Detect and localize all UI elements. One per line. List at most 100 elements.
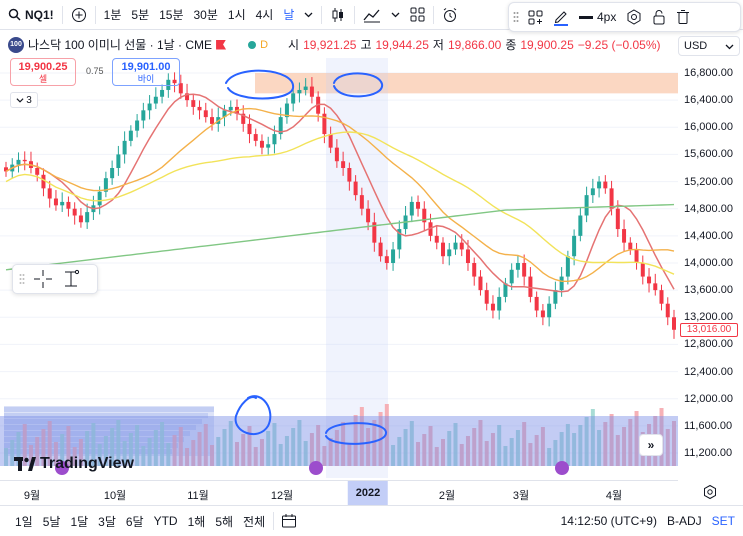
drag-handle[interactable] [509,2,523,32]
volume-bar [422,434,427,466]
range-1y[interactable]: 1해 [187,514,206,529]
scroll-to-realtime-button[interactable]: » [639,434,663,456]
sell-button[interactable]: 19,900.25 셀 [10,58,76,86]
interval-1d[interactable]: 날 [283,8,295,22]
volume-bar [41,429,46,466]
volume-bar [278,444,283,466]
badj-toggle[interactable]: B-ADJ [666,514,702,528]
candle-body [422,208,427,223]
line-color-button[interactable] [548,2,574,32]
range-all[interactable]: 전체 [243,514,266,529]
range-1d[interactable]: 1일 [15,514,33,529]
candle-body [572,235,577,257]
range-1m[interactable]: 1달 [70,514,89,529]
price-axis[interactable]: 16,800.00 16,400.00 16,000.00 15,600.00 15,2… [678,58,743,478]
sma-fast-line [5,93,675,293]
volume-bar [447,431,452,466]
candle-body [497,296,502,311]
candle-body [672,317,676,330]
buy-button[interactable]: 19,901.00 바이 [112,58,180,86]
flag-icon[interactable] [216,39,227,50]
volume-bar [166,443,171,466]
volume-bar [16,432,21,466]
indicators-dropdown[interactable] [386,0,405,30]
range-5y[interactable]: 5해 [215,514,234,529]
last-price-label: 13,016.00 [680,322,738,337]
indicators-collapse-button[interactable]: 3 [10,92,38,108]
volume-bar [366,428,371,466]
range-3m[interactable]: 3달 [98,514,116,529]
clock-time[interactable]: 14:12:50 (UTC+9) [560,514,657,528]
candle-body [391,249,396,263]
interval-1m[interactable]: 1분 [103,8,122,22]
symbol-search[interactable]: NQ1! [0,0,59,30]
alert-button[interactable] [437,0,463,30]
candle-body [16,159,21,165]
indicators-button[interactable] [358,0,386,30]
candle-body [122,140,127,155]
session-toggle[interactable]: SET [711,514,735,528]
line-width-button[interactable]: 4px [574,2,621,32]
chart-type-button[interactable] [325,0,351,30]
candle-body [135,120,140,131]
time-axis[interactable]: 9월 10월 11월 12월 2022 2월 3월 4월 [0,480,678,505]
candle-body [609,188,614,209]
candle-body [47,188,52,199]
crosshair-icon[interactable] [33,269,53,289]
calendar-range-icon[interactable] [281,513,297,529]
candle-body [597,181,602,189]
price-tick: 16,000.00 [684,121,733,134]
volume-bar [597,430,602,466]
range-ytd[interactable]: YTD [153,514,178,528]
volume-bar [28,445,33,466]
volume-bar [590,409,595,466]
templates-button[interactable] [523,2,548,32]
candle-body [66,201,71,209]
settings-button[interactable] [621,2,647,32]
volume-bar [628,419,633,466]
interval-dropdown[interactable] [299,0,318,30]
range-5d[interactable]: 5날 [42,514,61,529]
candle-body [653,283,658,291]
volume-bar [334,430,339,466]
volume-bar [228,421,233,466]
indicators-icon [363,9,381,22]
compare-button[interactable] [66,0,92,30]
candle-body [166,79,171,90]
range-6m[interactable]: 6달 [125,514,144,529]
volume-bar [297,420,302,466]
price-chart[interactable] [0,58,678,478]
interval-4h[interactable]: 4시 [255,8,274,22]
interval-5m[interactable]: 5분 [131,8,150,22]
volume-bar [60,434,65,466]
bottom-right-group: 14:12:50 (UTC+9) B-ADJ SET [561,514,735,528]
volume-bar [534,435,539,466]
candle-body [60,201,65,206]
candle-body [4,167,8,172]
interval-1h[interactable]: 1시 [227,8,246,22]
annotation-circle [325,422,387,445]
volume-bar [253,447,258,466]
candle-body [428,222,433,236]
legend-title[interactable]: 나스닥 100 이미니 선물 · 1날 · CME [28,38,213,52]
drag-dots-icon[interactable] [19,273,25,285]
interval-15m[interactable]: 15분 [159,8,184,22]
candle-body [359,195,364,209]
volume-bar [409,421,414,466]
volume-bar [459,444,464,466]
candle-body [509,269,514,284]
candle-body [459,242,464,250]
layouts-button[interactable] [405,0,430,30]
volume-bar [453,423,458,466]
delete-button[interactable] [671,2,695,32]
event-marker-icon [55,461,69,475]
time-tick: 2월 [438,490,456,502]
volume-bar [122,441,127,466]
price-tick: 15,600.00 [684,148,733,161]
lock-button[interactable] [647,2,671,32]
interval-30m[interactable]: 30분 [193,8,218,22]
measure-icon[interactable] [61,269,81,289]
gear-icon[interactable] [702,484,718,500]
currency-select[interactable]: USD [678,36,740,56]
tradingview-logo[interactable]: TradingView [14,455,134,473]
